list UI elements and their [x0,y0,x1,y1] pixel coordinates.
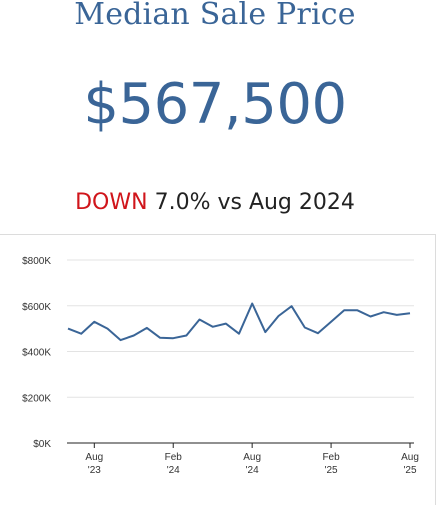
y-tick-label: $0K [33,439,51,450]
x-tick-label-year: '23 [88,465,101,476]
chart-card: $0K $200K $400K $600K $800K Aug '23 Feb '24 Aug '2… [0,234,436,505]
x-tick-label: Feb [165,452,183,463]
median-price-line-chart: $0K $200K $400K $600K $800K Aug '23 Feb '24 Aug '2… [22,256,419,476]
x-tick-label-year: '25 [325,465,338,476]
x-tick-label: Aug [243,452,261,463]
x-tick-label: Aug [85,452,103,463]
y-tick-label: $400K [22,348,51,359]
change-text: 7.0% vs Aug 2024 [154,190,355,215]
series-line [67,302,411,342]
change-direction: DOWN [75,190,148,215]
y-tick-label: $600K [22,302,51,313]
median-price-value: $567,500 [83,72,347,137]
price-change-summary: DOWN 7.0% vs Aug 2024 [0,189,430,217]
x-tick-label: Feb [322,452,340,463]
y-tick-label: $800K [22,256,51,267]
x-tick-label: Aug [401,452,419,463]
x-tick-label-year: '24 [167,465,180,476]
y-tick-label: $200K [22,393,51,404]
page-title: Median Sale Price [74,0,356,32]
x-tick-label-year: '25 [403,465,416,476]
x-tick-label-year: '24 [246,465,259,476]
